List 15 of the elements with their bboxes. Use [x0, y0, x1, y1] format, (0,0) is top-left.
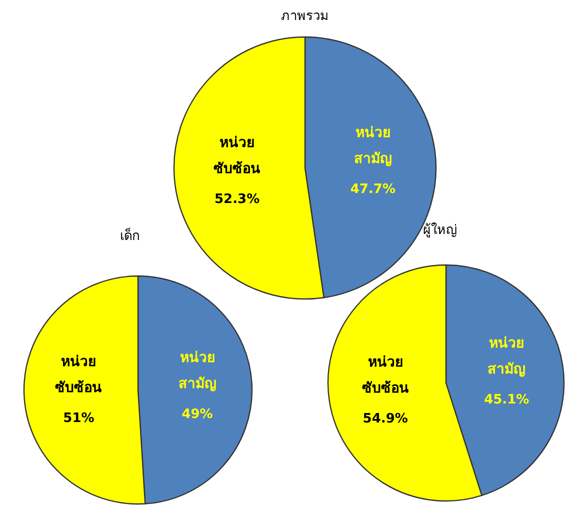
- data-label: 49%: [182, 407, 213, 422]
- data-label: 52.3%: [214, 192, 260, 207]
- slice-label: หน่วย สามัญ: [354, 125, 392, 168]
- data-label: 54.9%: [362, 411, 408, 426]
- chart-title: เด็ก: [120, 226, 140, 244]
- slice-label: หน่วย ซับซ้อน: [214, 134, 261, 177]
- chart-title: ภาพรวม: [281, 9, 329, 24]
- data-label: 45.1%: [484, 392, 530, 408]
- slice-label: หน่วย สามัญ: [178, 350, 216, 392]
- data-label: 51%: [63, 410, 94, 426]
- slice-label: หน่วย สามัญ: [488, 336, 526, 378]
- slice-label: หน่วย ซับซ้อน: [55, 354, 102, 396]
- slice-label: หน่วย ซับซ้อน: [362, 354, 409, 396]
- data-label: 47.7%: [350, 182, 396, 198]
- chart-title: ผู้ใหญ่: [423, 222, 457, 238]
